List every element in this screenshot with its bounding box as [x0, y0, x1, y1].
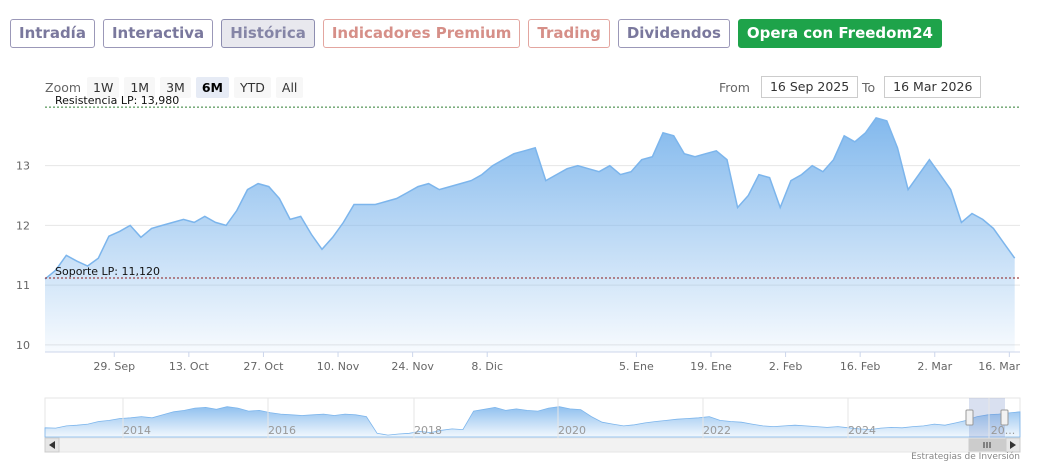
scrollbar[interactable] — [44, 437, 1021, 453]
y-axis-labels: 10 11 12 13 — [16, 160, 30, 352]
x-tick-label: 19. Ene — [690, 360, 732, 373]
zoom-6m-button[interactable]: 6M — [195, 77, 229, 98]
navigator-area — [44, 406, 1021, 438]
scrollbar-track[interactable] — [44, 437, 1021, 453]
x-tick-label: 16. Mar — [978, 360, 1020, 373]
x-tick-label: 29. Sep — [93, 360, 135, 373]
navigator-year-label: 2018 — [414, 424, 442, 437]
navigator-selection[interactable] — [969, 398, 1005, 438]
grip-icon — [983, 442, 991, 448]
y-tick-label: 10 — [16, 339, 30, 352]
tab-interactiva[interactable]: Interactiva — [102, 19, 214, 48]
arrow-left-icon — [49, 441, 55, 449]
resistance-label: Resistencia LP: 13,980 — [55, 94, 179, 107]
chart-credit[interactable]: Estrategias de Inversión — [911, 452, 1020, 462]
x-tick-label: 10. Nov — [317, 360, 360, 373]
tab-intradía[interactable]: Intradía — [10, 19, 95, 48]
y-tick-label: 13 — [16, 160, 30, 173]
navigator-right-handle[interactable] — [1000, 409, 1009, 426]
navigator-year-label: 20... — [991, 424, 1016, 437]
navigator-year-labels: 2014 2016 2018 2020 2022 2024 20... — [122, 398, 1016, 438]
range-from: From 16 Sep 2025 — [719, 76, 859, 98]
range-to: To 16 Mar 2026 — [862, 76, 982, 98]
navigator-year-label: 2020 — [558, 424, 586, 437]
tab-indicadores-premium[interactable]: Indicadores Premium — [322, 19, 521, 48]
from-label: From — [719, 79, 750, 95]
arrow-right-icon — [1010, 441, 1016, 449]
tab-trading[interactable]: Trading — [528, 19, 610, 48]
to-date-input[interactable]: 16 Mar 2026 — [884, 76, 982, 98]
x-tick-label: 2. Feb — [769, 360, 802, 373]
x-tick-label: 5. Ene — [619, 360, 654, 373]
support-label: Soporte LP: 11,120 — [55, 265, 160, 278]
navigator-year-label: 2024 — [848, 424, 876, 437]
y-tick-label: 11 — [16, 279, 30, 292]
plot-lines: Resistencia LP: 13,980 Soporte LP: 11,120 — [45, 94, 1020, 279]
from-date-input[interactable]: 16 Sep 2025 — [760, 76, 859, 98]
tab-dividendos[interactable]: Dividendos — [617, 19, 730, 48]
zoom-label: Zoom — [45, 80, 82, 95]
zoom-1w-button[interactable]: 1W — [87, 77, 120, 98]
zoom-1m-button[interactable]: 1M — [124, 77, 156, 98]
tab-opera-con-freedom24[interactable]: Opera con Freedom24 — [737, 19, 942, 48]
price-area — [45, 117, 1015, 353]
navigator-left-handle[interactable] — [965, 409, 974, 426]
x-tick-label: 13. Oct — [169, 360, 210, 373]
navigator[interactable]: 2014 2016 2018 2020 2022 2024 20... — [44, 397, 1021, 439]
to-label: To — [862, 79, 876, 95]
tab-histórica[interactable]: Histórica — [221, 19, 315, 48]
navigator-year-label: 2022 — [703, 424, 731, 437]
zoom-3m-button[interactable]: 3M — [160, 77, 191, 98]
navigator-year-label: 2016 — [268, 424, 296, 437]
zoom-controls: Zoom 1W 1M 3M 6M YTD All — [45, 77, 308, 98]
y-tick-label: 12 — [16, 219, 30, 232]
x-tick-label: 27. Oct — [243, 360, 284, 373]
price-line — [44, 117, 1016, 280]
x-axis-labels: 29. Sep 13. Oct 27. Oct 10. Nov 24. Nov 8. Di… — [93, 352, 1020, 373]
zoom-ytd-button[interactable]: YTD — [234, 77, 271, 98]
zoom-all-button[interactable]: All — [275, 77, 304, 98]
x-tick-label: 16. Feb — [840, 360, 880, 373]
x-tick-label: 8. Dic — [471, 360, 503, 373]
x-tick-label: 24. Nov — [391, 360, 434, 373]
navigator-year-label: 2014 — [123, 424, 151, 437]
x-tick-label: 2. Mar — [917, 360, 952, 373]
chart-type-tabs: Intradía Interactiva Histórica Indicadores … — [10, 19, 950, 49]
